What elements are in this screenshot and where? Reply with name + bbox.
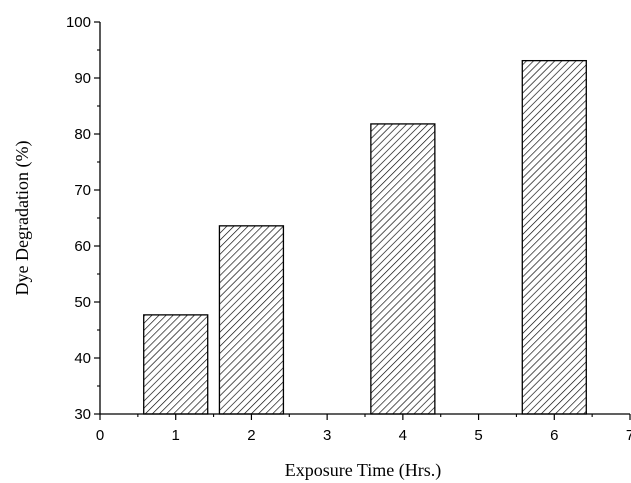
y-tick-label: 90	[74, 70, 91, 87]
y-tick-label: 60	[74, 238, 91, 255]
ticks: 30 40 50 60 70 80 90 100 0 1 2 3 4 5 6 7	[66, 14, 631, 444]
bar-6	[521, 59, 587, 415]
bar-2	[218, 225, 285, 415]
x-axis-title: Exposure Time (Hrs.)	[285, 460, 442, 481]
y-tick-label: 30	[74, 406, 91, 423]
x-tick-label: 1	[172, 427, 180, 444]
y-tick-label: 80	[74, 126, 91, 143]
x-tick-label: 6	[550, 427, 558, 444]
x-tick-label: 4	[399, 427, 407, 444]
y-tick-label: 100	[66, 14, 91, 31]
x-tick-label: 3	[323, 427, 331, 444]
bar-1	[143, 314, 209, 415]
x-tick-label: 7	[626, 427, 631, 444]
y-tick-label: 70	[74, 182, 91, 199]
x-tick-label: 0	[96, 427, 104, 444]
y-axis-title: Dye Degradation (%)	[12, 141, 33, 296]
x-tick-label: 2	[247, 427, 255, 444]
x-tick-label: 5	[474, 427, 482, 444]
y-tick-label: 50	[74, 294, 91, 311]
bar-4	[370, 123, 436, 415]
y-tick-label: 40	[74, 350, 91, 367]
bars	[143, 59, 587, 415]
